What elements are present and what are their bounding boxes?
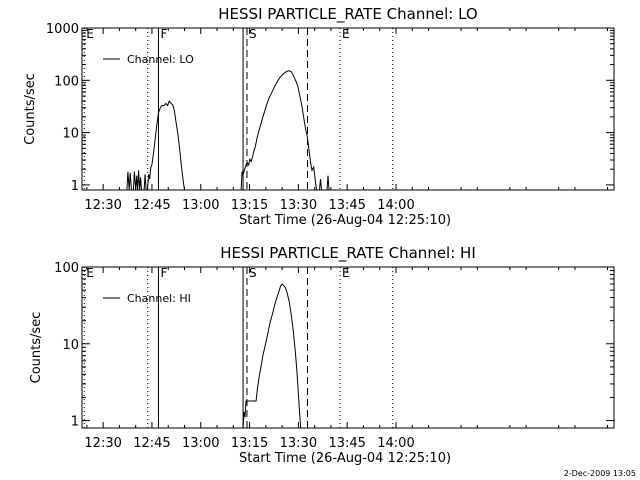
x-tick-label: 12:30: [84, 198, 121, 213]
chart-title-lo: HESSI PARTICLE_RATE Channel: LO: [218, 5, 477, 24]
legend-label-hi: Channel: HI: [127, 292, 191, 305]
chart-title-hi: HESSI PARTICLE_RATE Channel: HI: [220, 244, 476, 263]
x-tick-label: 14:00: [377, 198, 414, 213]
x-tick-label: 13:30: [280, 198, 317, 213]
y-tick-label: 10: [62, 127, 79, 142]
event-marker-label: E: [86, 27, 94, 41]
y-tick-label: 100: [54, 74, 79, 89]
plot-frame-lo: [81, 27, 615, 191]
y-tick-label: 100: [54, 261, 79, 276]
x-axis-label-hi: Start Time (26-Aug-04 12:25:10): [239, 451, 451, 466]
event-marker-label: E: [86, 266, 94, 280]
y-tick-label: 1: [71, 415, 79, 430]
x-tick-label: 13:45: [328, 436, 365, 451]
panel-channel-hi: HESSI PARTICLE_RATE Channel: HI 12:30 12:4…: [29, 244, 615, 466]
x-tick-label: 13:45: [328, 198, 365, 213]
event-marker-label: E: [342, 27, 350, 41]
series-line-lo: [240, 70, 318, 191]
event-marker-label: E: [342, 266, 350, 280]
event-marker-label: S: [249, 266, 257, 280]
event-marker-label: S: [249, 27, 257, 41]
x-tick-label: 12:45: [133, 198, 170, 213]
series-line-lo: [319, 178, 322, 191]
panel-channel-lo: HESSI PARTICLE_RATE Channel: LO 12:30 12:4…: [23, 5, 615, 228]
y-tick-label: 10: [62, 338, 79, 353]
footer-timestamp: 2-Dec-2009 13:05: [564, 469, 636, 478]
x-tick-label: 14:00: [377, 436, 414, 451]
x-tick-label: 13:15: [231, 436, 268, 451]
series-line-lo: [143, 174, 147, 191]
x-tick-label: 13:00: [182, 436, 219, 451]
series-line-lo: [326, 175, 330, 191]
y-axis-label-hi: Counts/sec: [29, 312, 44, 384]
y-tick-label: 1: [71, 179, 79, 194]
x-axis-label-lo: Start Time (26-Aug-04 12:25:10): [239, 213, 451, 228]
x-tick-label: 12:30: [84, 436, 121, 451]
series-line-lo: [146, 100, 185, 191]
event-marker-label: F: [160, 27, 167, 41]
x-tick-label: 13:00: [182, 198, 219, 213]
event-marker-label: F: [160, 266, 167, 280]
y-axis-label-lo: Counts/sec: [23, 73, 38, 145]
x-tick-label: 13:30: [280, 436, 317, 451]
legend-label-lo: Channel: LO: [127, 53, 194, 66]
x-tick-label: 13:15: [231, 198, 268, 213]
series-line-hi: [242, 283, 302, 429]
y-tick-label: 1000: [46, 22, 79, 37]
series-line-lo: [126, 170, 142, 191]
x-tick-label: 12:45: [133, 436, 170, 451]
